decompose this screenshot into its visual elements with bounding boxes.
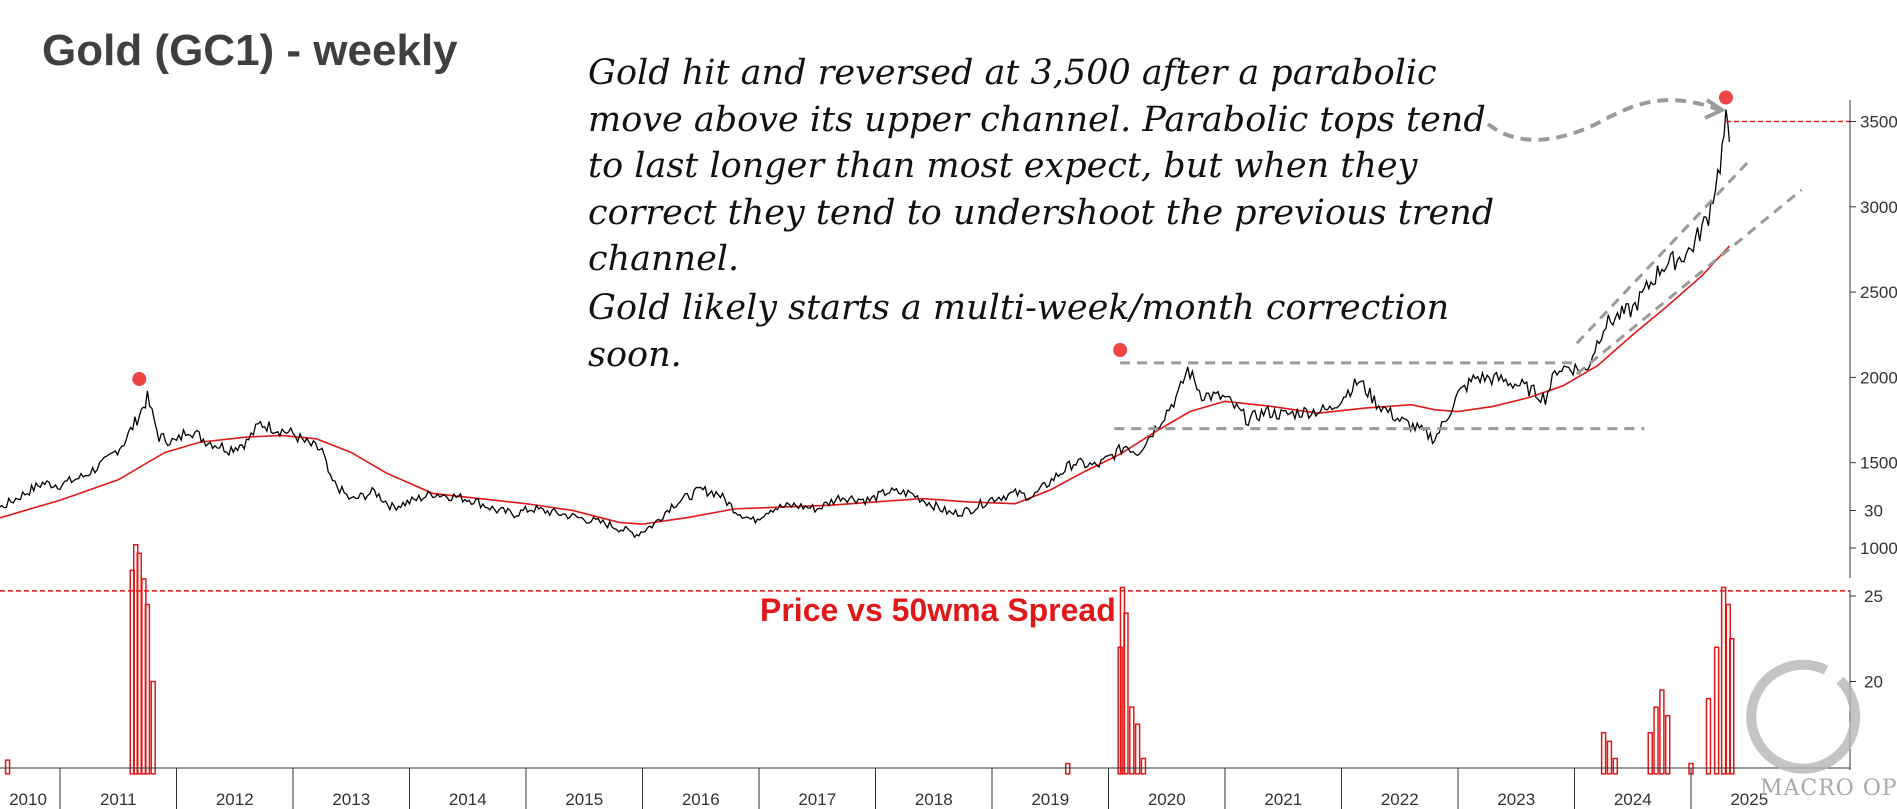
ma50-layer bbox=[0, 245, 1731, 525]
spread-tick-label: 25 bbox=[1864, 587, 1883, 606]
logo-circle bbox=[1746, 659, 1861, 774]
x-tick-label: 2016 bbox=[682, 790, 720, 809]
peak-marker bbox=[132, 372, 147, 387]
price-tick-label: 2000 bbox=[1860, 368, 1897, 387]
x-tick-label: 2023 bbox=[1497, 790, 1535, 809]
callout-arrow bbox=[1486, 98, 1721, 142]
spread-bar bbox=[1705, 697, 1712, 775]
price-tick-label: 3000 bbox=[1860, 198, 1897, 217]
peak-markers bbox=[132, 90, 1733, 387]
spread-bar bbox=[4, 759, 11, 775]
watermark-text: MACRO OPS bbox=[1760, 776, 1897, 801]
spread-bar bbox=[1129, 706, 1135, 775]
trend-channel-upper bbox=[1575, 159, 1751, 345]
x-tick-label: 2022 bbox=[1381, 790, 1419, 809]
spread-title: Price vs 50wma Spread bbox=[760, 592, 1116, 628]
spread-bar bbox=[1713, 646, 1720, 775]
price-line bbox=[0, 109, 1731, 539]
peak-marker bbox=[1718, 90, 1733, 105]
trend-channel-lower bbox=[1575, 188, 1803, 376]
annotation-text-1: Gold hit and reversed at 3,500 after a p… bbox=[588, 53, 1495, 279]
spread-bar bbox=[1606, 740, 1613, 775]
annotation-text-2: Gold likely starts a multi-week/month co… bbox=[588, 288, 1450, 375]
spread-bar bbox=[1612, 757, 1619, 775]
x-tick-label: 2018 bbox=[915, 790, 953, 809]
x-tick-label: 2024 bbox=[1614, 790, 1652, 809]
price-tick-label: 3500 bbox=[1860, 113, 1897, 132]
channel-lines bbox=[1114, 98, 1850, 431]
ma50-line bbox=[0, 245, 1731, 525]
spread-bar bbox=[1600, 732, 1607, 775]
spread-bar bbox=[1647, 732, 1653, 775]
callout-arrowhead bbox=[1704, 98, 1727, 120]
spread-bar bbox=[1140, 757, 1147, 775]
chart-title: Gold (GC1) - weekly bbox=[42, 26, 458, 75]
spread-bar bbox=[1064, 762, 1071, 775]
spread-bar bbox=[1720, 586, 1727, 775]
x-tick-label: 2017 bbox=[798, 790, 836, 809]
x-tick-label: 2010 bbox=[9, 790, 47, 809]
x-tick-label: 2015 bbox=[565, 790, 603, 809]
x-tick-label: 2014 bbox=[449, 790, 487, 809]
x-tick-label: 2025 bbox=[1730, 790, 1768, 809]
spread-bar bbox=[136, 552, 142, 775]
peak-marker bbox=[1113, 343, 1128, 358]
spread-bar bbox=[1659, 689, 1665, 775]
x-tick-label: 2021 bbox=[1264, 790, 1302, 809]
price-tick-label: 1500 bbox=[1860, 454, 1897, 473]
x-tick-label: 2013 bbox=[332, 790, 370, 809]
spread-bar bbox=[1123, 612, 1129, 775]
spread-tick-label: 30 bbox=[1864, 502, 1883, 521]
x-tick-label: 2011 bbox=[100, 790, 137, 809]
spread-bar bbox=[1134, 723, 1141, 775]
x-tick-label: 2019 bbox=[1031, 790, 1069, 809]
price-layer bbox=[0, 109, 1731, 539]
spread-tick-label: 20 bbox=[1864, 673, 1883, 692]
logo-ring bbox=[1746, 659, 1861, 774]
x-tick-label: 2020 bbox=[1148, 790, 1186, 809]
price-tick-label: 1000 bbox=[1860, 539, 1897, 558]
spread-layer bbox=[0, 543, 1850, 775]
price-tick-label: 2500 bbox=[1860, 283, 1897, 302]
spread-bar bbox=[144, 603, 151, 775]
spread-bar bbox=[1653, 706, 1659, 775]
spread-bar bbox=[150, 680, 156, 775]
spread-bar bbox=[1664, 714, 1671, 775]
spread-bar bbox=[1729, 638, 1735, 775]
x-tick-label: 2012 bbox=[216, 790, 254, 809]
